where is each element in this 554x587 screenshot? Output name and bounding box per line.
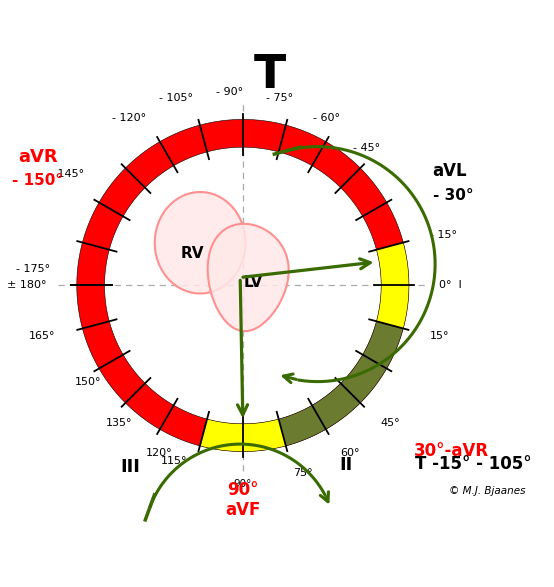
Polygon shape	[279, 321, 403, 446]
Text: 165°: 165°	[29, 330, 55, 340]
Text: III: III	[120, 458, 140, 476]
Text: - 90°: - 90°	[216, 87, 243, 97]
Text: LV: LV	[244, 275, 263, 291]
Polygon shape	[155, 192, 245, 294]
Text: - 175°: - 175°	[16, 264, 50, 274]
Text: - 145°: - 145°	[50, 169, 84, 179]
Text: - 105°: - 105°	[158, 93, 193, 103]
Text: - 75°: - 75°	[266, 93, 293, 103]
Text: II: II	[340, 456, 353, 474]
Text: - 45°: - 45°	[353, 143, 380, 153]
Text: 75°: 75°	[293, 468, 312, 478]
Text: 15°: 15°	[430, 330, 450, 340]
Text: - 150°: - 150°	[12, 173, 63, 188]
Text: 115°: 115°	[161, 456, 187, 466]
Text: 30°-aVR: 30°-aVR	[414, 442, 489, 460]
Text: 150°: 150°	[75, 377, 101, 387]
Text: T -15° - 105°: T -15° - 105°	[414, 456, 531, 473]
Text: aVR: aVR	[18, 148, 58, 166]
Text: ± 180°: ± 180°	[7, 281, 47, 291]
Text: 0°  I: 0° I	[439, 281, 462, 291]
Text: - 60°: - 60°	[313, 113, 340, 123]
Text: 90°: 90°	[234, 480, 252, 490]
Text: © M.J. Bjaanes: © M.J. Bjaanes	[449, 486, 526, 496]
Text: 60°: 60°	[340, 448, 360, 458]
Polygon shape	[77, 119, 409, 451]
Text: aVL: aVL	[433, 163, 467, 180]
Text: 45°: 45°	[380, 417, 399, 427]
Text: 120°: 120°	[146, 448, 172, 458]
Text: aVF: aVF	[225, 501, 260, 519]
Text: - 15°: - 15°	[430, 230, 457, 240]
Text: RV: RV	[181, 246, 204, 261]
Text: T: T	[253, 53, 286, 98]
Polygon shape	[377, 242, 409, 329]
Text: - 120°: - 120°	[112, 113, 146, 123]
Polygon shape	[208, 224, 289, 331]
Polygon shape	[200, 419, 286, 451]
Text: - 30°: - 30°	[433, 188, 473, 203]
Text: 90°: 90°	[227, 481, 259, 500]
Text: 135°: 135°	[106, 417, 132, 427]
